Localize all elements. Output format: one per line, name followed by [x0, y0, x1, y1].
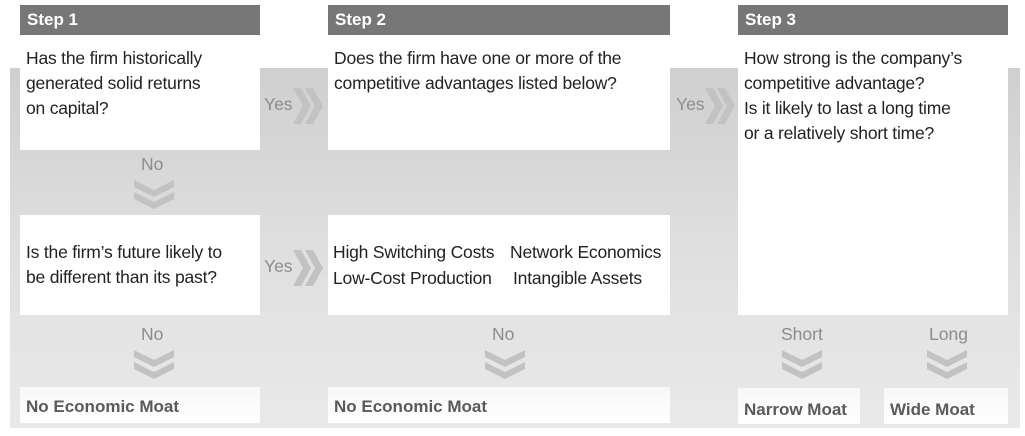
question-future-line-1: Is the firm’s future likely to [26, 242, 222, 262]
down-chevron-icon [485, 350, 525, 379]
question-advantages-box: Does the firm have one or more of the co… [328, 35, 670, 150]
question-strength-box: How strong is the company’s competitive … [738, 35, 1008, 315]
question-returns-box: Has the firm historically generated soli… [20, 35, 260, 150]
yes-label-3: Yes [264, 256, 293, 276]
yes-label-1: Yes [264, 94, 293, 114]
down-chevron-icon [782, 350, 822, 379]
step-2-header: Step 2 [328, 5, 670, 35]
question-strength-line-4: or a relatively short time? [744, 123, 935, 143]
no-label-1: No [141, 154, 164, 174]
down-chevron-icon [134, 350, 174, 379]
advantage-switching-costs: High Switching Costs [333, 242, 495, 262]
right-chevron-icon [705, 88, 735, 124]
outcome-no-moat-1: No Economic Moat [20, 387, 260, 423]
right-chevron-icon [293, 250, 323, 286]
question-returns-line-1: Has the firm historically [26, 48, 202, 68]
question-strength-line-2: competitive advantage? [744, 73, 925, 93]
advantage-intangible-assets: Intangible Assets [513, 268, 642, 288]
long-label: Long [929, 324, 968, 344]
question-strength-line-3: Is it likely to last a long time [744, 98, 951, 118]
yes-label-2: Yes [676, 94, 705, 114]
question-future-box: Is the firm’s future likely to be differ… [20, 215, 260, 315]
advantage-network-economics: Network Economics [510, 242, 662, 262]
step-1-header: Step 1 [20, 5, 260, 35]
down-chevron-icon [134, 180, 174, 209]
question-advantages-line-1: Does the firm have one or more of the [334, 48, 622, 68]
outcome-narrow-moat: Narrow Moat [738, 388, 860, 424]
no-label-3: No [492, 324, 515, 344]
short-label: Short [781, 324, 823, 344]
advantage-low-cost-production: Low-Cost Production [333, 268, 492, 288]
question-future-line-2: be different than its past? [26, 267, 217, 287]
down-chevron-icon [927, 350, 967, 379]
no-label-2: No [141, 324, 164, 344]
outcome-no-moat-2: No Economic Moat [328, 387, 670, 423]
question-returns-line-3: on capital? [26, 98, 109, 118]
right-chevron-icon [293, 88, 323, 124]
step-3-header: Step 3 [738, 5, 1008, 35]
question-returns-line-2: generated solid returns [26, 73, 201, 93]
question-strength-line-1: How strong is the company’s [744, 48, 962, 68]
question-advantages-line-2: competitive advantages listed below? [334, 73, 617, 93]
outcome-wide-moat: Wide Moat [884, 388, 1008, 424]
advantages-list-box: High Switching Costs Network Economics L… [328, 215, 670, 315]
